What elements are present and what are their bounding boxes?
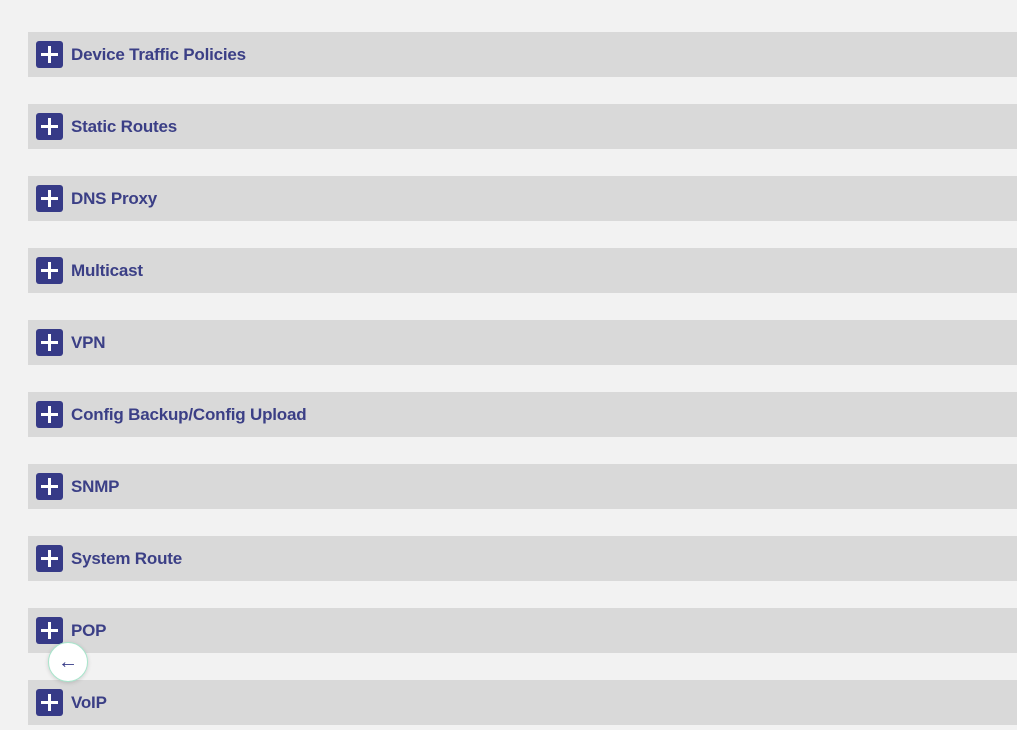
plus-icon[interactable] [36, 617, 63, 644]
accordion-header-config-backup-config-upload[interactable]: Config Backup/Config Upload [28, 392, 1017, 437]
section-label: System Route [71, 548, 182, 568]
plus-icon[interactable] [36, 41, 63, 68]
accordion-header-dns-proxy[interactable]: DNS Proxy [28, 176, 1017, 221]
accordion-header-snmp[interactable]: SNMP [28, 464, 1017, 509]
plus-icon[interactable] [36, 545, 63, 572]
section-label: POP [71, 620, 107, 640]
section-label: Static Routes [71, 116, 178, 136]
plus-icon[interactable] [36, 257, 63, 284]
plus-icon[interactable] [36, 185, 63, 212]
section-label: DNS Proxy [71, 188, 158, 208]
section-label: SNMP [71, 476, 120, 496]
accordion-header-vpn[interactable]: VPN [28, 320, 1017, 365]
section-label: Config Backup/Config Upload [71, 404, 307, 424]
plus-icon[interactable] [36, 689, 63, 716]
accordion-header-voip[interactable]: VoIP [28, 680, 1017, 725]
plus-icon[interactable] [36, 401, 63, 428]
plus-icon[interactable] [36, 329, 63, 356]
back-button[interactable]: ← [48, 642, 88, 682]
section-label: Multicast [71, 260, 143, 280]
accordion-header-pop[interactable]: POP [28, 608, 1017, 653]
plus-icon[interactable] [36, 113, 63, 140]
accordion-header-multicast[interactable]: Multicast [28, 248, 1017, 293]
accordion-header-device-traffic-policies[interactable]: Device Traffic Policies [28, 32, 1017, 77]
section-label: VoIP [71, 692, 107, 712]
arrow-left-icon: ← [58, 650, 78, 673]
accordion-header-system-route[interactable]: System Route [28, 536, 1017, 581]
accordion-header-static-routes[interactable]: Static Routes [28, 104, 1017, 149]
plus-icon[interactable] [36, 473, 63, 500]
section-label: VPN [71, 332, 106, 352]
section-label: Device Traffic Policies [71, 44, 246, 64]
